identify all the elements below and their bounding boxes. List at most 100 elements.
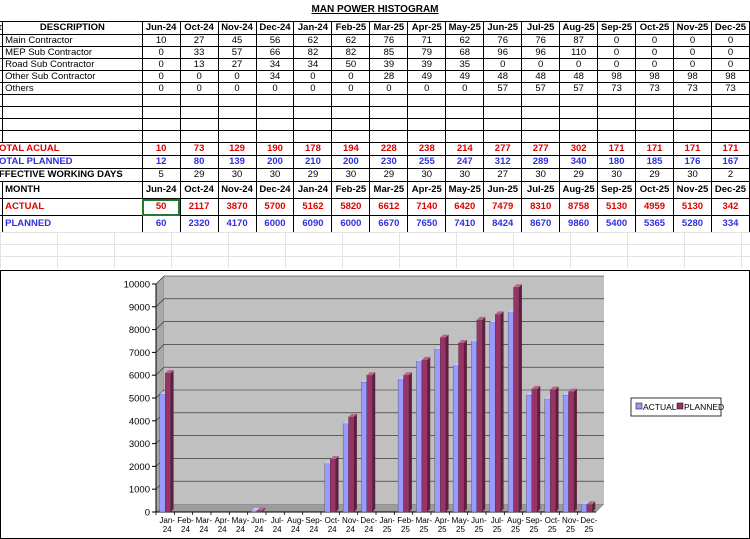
empty-cell[interactable] [483,130,523,143]
empty-cell[interactable] [407,130,447,143]
working-days-row-value[interactable]: 30 [521,168,561,182]
total-actual-row-label[interactable]: OTAL ACUAL [0,142,143,156]
contractor-row-value[interactable]: 71 [407,34,447,47]
empty-cell[interactable] [445,94,485,107]
total-planned-row-value[interactable]: 180 [597,155,637,169]
contractor-row-value[interactable]: 0 [407,82,447,95]
empty-cell[interactable] [369,118,409,131]
month-header[interactable]: Jan-24 [293,21,333,35]
contractor-row-value[interactable]: 13 [179,58,219,71]
contractor-row-value[interactable]: 10 [141,34,181,47]
total-planned-row-value[interactable]: 255 [407,155,447,169]
working-days-row-value[interactable]: 30 [673,168,712,182]
planned-row-value[interactable]: 60 [141,215,181,233]
contractor-row-value[interactable]: 96 [521,46,561,59]
total-actual-row-value[interactable]: 190 [255,142,295,156]
contractor-row-label[interactable]: Road Sub Contractor [2,58,143,71]
month-header[interactable]: Jun-25 [483,21,523,35]
contractor-row-value[interactable]: 0 [179,70,219,83]
total-planned-row-value[interactable]: 176 [673,155,712,169]
contractor-row-value[interactable]: 39 [369,58,409,71]
month-header[interactable]: Jun-25 [483,181,523,199]
working-days-row-value[interactable]: 5 [141,168,181,182]
contractor-row-label[interactable]: Main Contractor [2,34,143,47]
total-planned-row-value[interactable]: 340 [559,155,599,169]
contractor-row-label[interactable]: Other Sub Contractor [2,70,143,83]
planned-row-value[interactable]: 6000 [255,215,295,233]
contractor-row-value[interactable]: 56 [255,34,295,47]
contractor-row-value[interactable]: 27 [217,58,257,71]
total-actual-row-value[interactable]: 178 [293,142,333,156]
empty-cell[interactable] [635,106,674,119]
empty-cell[interactable] [559,94,599,107]
contractor-row-value[interactable]: 96 [483,46,523,59]
empty-cell[interactable] [179,94,219,107]
working-days-row-value[interactable]: 29 [293,168,333,182]
actual-row-value[interactable]: 5700 [255,198,295,216]
contractor-row-value[interactable]: 0 [331,82,371,95]
empty-cell[interactable] [369,94,409,107]
month-header[interactable]: Mar-25 [369,181,409,199]
empty-cell[interactable] [710,130,750,143]
contractor-row-value[interactable]: 39 [407,58,447,71]
empty-cell[interactable] [559,118,599,131]
empty-cell[interactable] [483,106,523,119]
actual-row-value[interactable]: 50 [141,198,181,216]
contractor-row-value[interactable]: 0 [141,82,181,95]
empty-cell[interactable] [673,130,712,143]
total-actual-row-value[interactable]: 10 [141,142,181,156]
contractor-row-value[interactable]: 0 [483,58,523,71]
contractor-row-value[interactable]: 49 [407,70,447,83]
working-days-row-value[interactable]: 27 [483,168,523,182]
month-header[interactable]: Dec-24 [255,21,295,35]
month-header[interactable]: Nov-24 [217,181,257,199]
month-header[interactable]: Oct-25 [635,21,674,35]
empty-cell[interactable] [141,130,181,143]
empty-cell[interactable] [635,130,674,143]
contractor-row-value[interactable]: 82 [293,46,333,59]
month-header[interactable]: Nov-25 [673,21,712,35]
contractor-row-value[interactable]: 0 [179,82,219,95]
planned-row-value[interactable]: 2320 [179,215,219,233]
empty-cell[interactable] [597,130,637,143]
total-planned-row-value[interactable]: 200 [255,155,295,169]
planned-row-value[interactable]: 9860 [559,215,599,233]
contractor-row-value[interactable]: 0 [331,70,371,83]
contractor-row-value[interactable]: 98 [673,70,712,83]
total-actual-row-value[interactable]: 171 [673,142,712,156]
contractor-row-value[interactable]: 0 [293,70,333,83]
month-header[interactable]: May-25 [445,21,485,35]
empty-cell[interactable] [597,106,637,119]
contractor-row-value[interactable]: 34 [293,58,333,71]
contractor-row-value[interactable]: 49 [445,70,485,83]
contractor-row-value[interactable]: 0 [710,58,750,71]
total-actual-row-value[interactable]: 238 [407,142,447,156]
total-actual-row-value[interactable]: 277 [483,142,523,156]
manpower-histogram-chart[interactable]: 0 1000 2000 3000 4000 5000 6000 7000 8000 9000 100… [0,270,750,539]
empty-cell[interactable] [141,118,181,131]
empty-cell[interactable] [445,130,485,143]
empty-cell[interactable] [293,118,333,131]
empty-cell[interactable] [597,118,637,131]
month-header[interactable]: May-25 [445,181,485,199]
working-days-row-value[interactable]: 30 [407,168,447,182]
contractor-row-value[interactable]: 66 [255,46,295,59]
empty-cell[interactable] [179,106,219,119]
empty-cell[interactable] [255,118,295,131]
total-actual-row-value[interactable]: 171 [635,142,674,156]
planned-row-value[interactable]: 4170 [217,215,257,233]
working-days-row-value[interactable]: 30 [217,168,257,182]
month-header[interactable]: Feb-25 [331,181,371,199]
total-planned-row-value[interactable]: 139 [217,155,257,169]
empty-cell[interactable] [293,130,333,143]
month-header[interactable]: Oct-24 [179,21,219,35]
month-header[interactable]: Nov-24 [217,21,257,35]
month-header[interactable]: Dec-25 [710,21,750,35]
actual-row-value[interactable]: 342 [710,198,750,216]
empty-cell[interactable] [483,118,523,131]
month-header[interactable]: Oct-25 [635,181,674,199]
empty-cell[interactable] [521,118,561,131]
empty-cell[interactable] [255,130,295,143]
contractor-row-value[interactable]: 87 [559,34,599,47]
empty-cell[interactable] [521,130,561,143]
